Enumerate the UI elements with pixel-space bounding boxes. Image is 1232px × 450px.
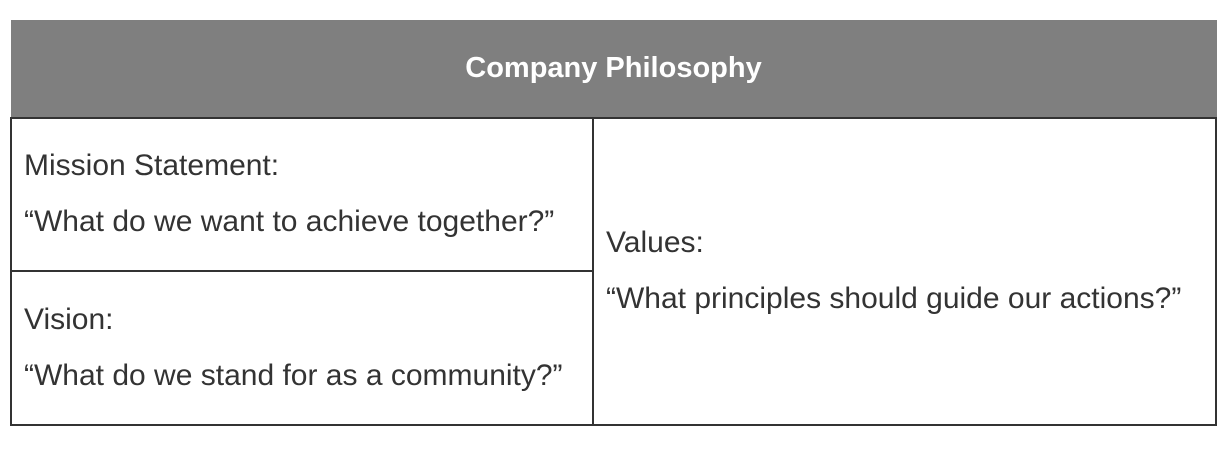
values-label: Values: xyxy=(606,226,704,259)
values-cell: Values: “What principles should guide ou… xyxy=(592,116,1217,426)
vision-question: “What do we stand for as a community?” xyxy=(24,358,563,392)
vision-label: Vision: xyxy=(24,302,114,336)
table-row: Vision: “What do we stand for as a commu… xyxy=(10,269,1216,426)
vision-cell: Vision: “What do we stand for as a commu… xyxy=(10,269,594,426)
table-row: Mission Statement: “What do we want to a… xyxy=(10,116,1217,426)
values-question: “What principles should guide our action… xyxy=(606,282,1182,315)
mission-statement-cell: Mission Statement: “What do we want to a… xyxy=(10,116,594,272)
mission-statement-label: Mission Statement: xyxy=(24,149,280,182)
company-philosophy-table: Company Philosophy Mission Statement: “W… xyxy=(10,20,1217,426)
table-title: Company Philosophy xyxy=(10,20,1217,119)
mission-statement-question: “What do we want to achieve together?” xyxy=(24,205,555,238)
table-header-row: Company Philosophy xyxy=(10,20,1217,119)
